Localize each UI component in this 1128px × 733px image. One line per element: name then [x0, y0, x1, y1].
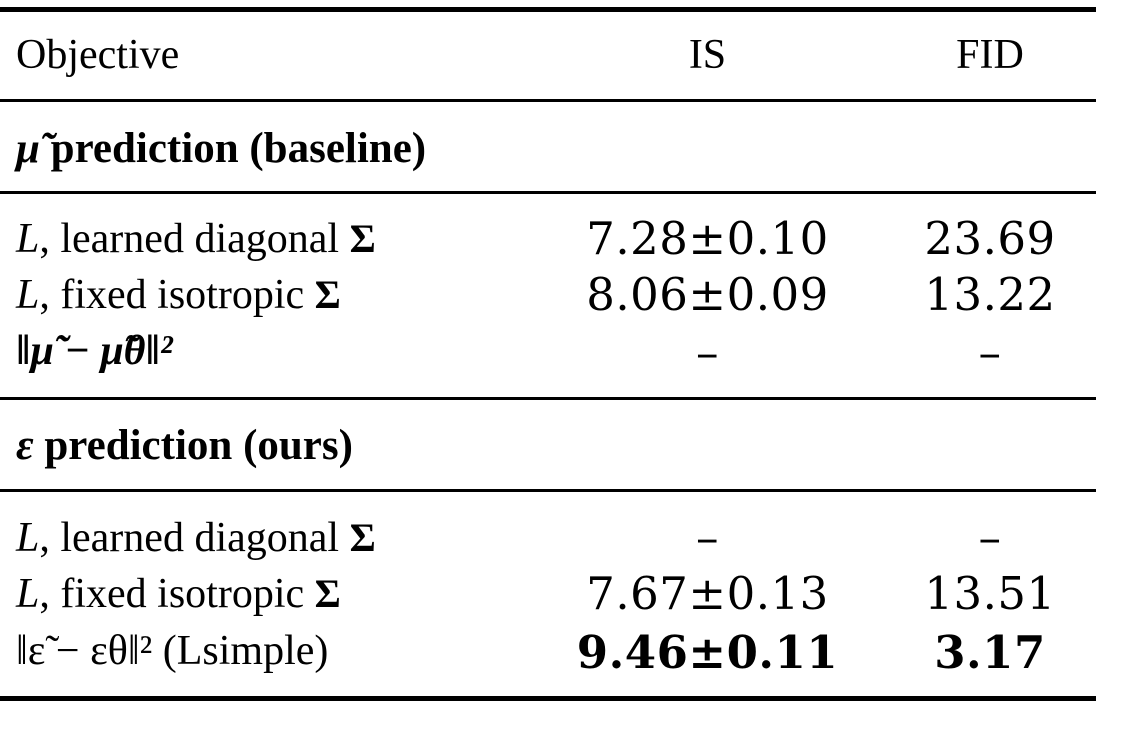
mu-tilde-symbol: μ̃ — [16, 125, 40, 172]
loss-symbol: L — [16, 571, 40, 617]
header-objective: Objective — [16, 32, 180, 78]
fid-value: 13.22 — [924, 268, 1056, 321]
is-value: – — [696, 326, 719, 379]
bottom-rule — [0, 696, 1096, 701]
objective-cell: L, fixed isotropic Σ — [16, 274, 341, 316]
objective-formula: ‖ε̃ − εθ‖² (Lsimple) — [16, 628, 329, 674]
header-rule — [0, 99, 1096, 102]
is-value: 7.28±0.10 — [586, 212, 829, 265]
is-value: 7.67±0.13 — [586, 567, 829, 620]
section-ours-title: ε prediction (ours) — [16, 424, 353, 467]
section-rule — [0, 489, 1096, 492]
sigma-symbol: Σ — [349, 216, 376, 261]
fid-value: 13.51 — [924, 567, 1056, 620]
fid-value-best: 3.17 — [934, 626, 1046, 679]
objective-cell: L, learned diagonal Σ — [16, 517, 376, 559]
fid-value: 23.69 — [924, 212, 1056, 265]
is-value-best: 9.46±0.11 — [576, 626, 839, 679]
objective-cell: L, fixed isotropic Σ — [16, 573, 341, 615]
is-value: 8.06±0.09 — [586, 268, 829, 321]
header-is: IS — [688, 32, 727, 78]
objective-text: , fixed isotropic — [39, 571, 315, 617]
fid-value: – — [978, 511, 1002, 564]
header-fid: FID — [956, 32, 1024, 78]
section-baseline-title: μ̃ prediction (baseline) — [16, 127, 426, 170]
section-title-text: prediction (ours) — [44, 422, 353, 469]
loss-symbol: L — [16, 216, 40, 262]
sigma-symbol: Σ — [314, 272, 341, 317]
section-title-text: prediction (baseline) — [50, 125, 427, 172]
loss-symbol: L — [16, 272, 40, 318]
loss-symbol: L — [16, 515, 40, 561]
section-rule — [0, 397, 1096, 400]
objective-text: , learned diagonal — [39, 216, 350, 262]
sigma-symbol: Σ — [349, 515, 376, 560]
epsilon-symbol: ε — [16, 422, 34, 469]
objective-cell: L, learned diagonal Σ — [16, 218, 376, 260]
top-rule — [0, 7, 1096, 12]
results-table: Objective IS FID μ̃ prediction (baseline… — [0, 7, 1096, 701]
objective-text: , learned diagonal — [39, 515, 350, 561]
objective-text: , fixed isotropic — [39, 272, 315, 318]
is-value: – — [696, 511, 719, 564]
fid-value: – — [978, 326, 1002, 379]
objective-formula: ‖μ̃ − μ̃θ‖² — [16, 328, 173, 374]
section-rule — [0, 191, 1096, 194]
sigma-symbol: Σ — [314, 571, 341, 616]
